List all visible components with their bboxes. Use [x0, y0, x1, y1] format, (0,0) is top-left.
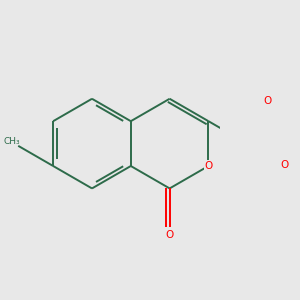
- Text: O: O: [280, 160, 289, 170]
- Text: O: O: [204, 161, 213, 171]
- Text: O: O: [263, 96, 272, 106]
- Text: O: O: [166, 230, 174, 240]
- Text: CH₃: CH₃: [3, 137, 20, 146]
